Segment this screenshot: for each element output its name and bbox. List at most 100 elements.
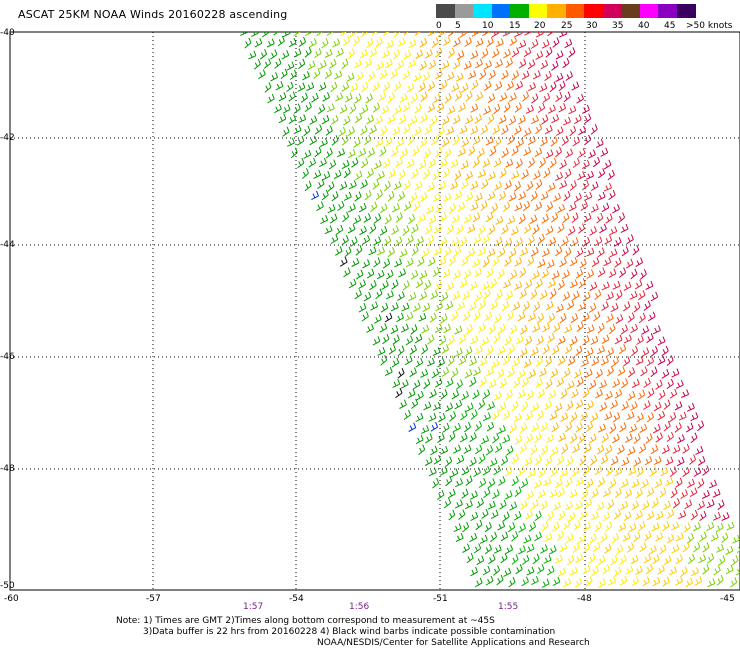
wind-barb [488, 224, 496, 236]
wind-barb [475, 519, 483, 531]
wind-barb [330, 234, 339, 244]
wind-barb [481, 179, 489, 190]
wind-barb [534, 510, 542, 522]
wind-barb [375, 288, 383, 299]
wind-barb [506, 80, 514, 91]
wind-barb [489, 146, 497, 157]
wind-barb [594, 465, 603, 476]
wind-barb [646, 356, 655, 367]
wind-barb [464, 369, 473, 379]
wind-barb [604, 391, 613, 400]
wind-barb [509, 324, 518, 335]
wind-barb [422, 302, 431, 312]
wind-barb [519, 422, 528, 433]
wind-barb [652, 554, 660, 565]
wind-barb [513, 413, 522, 423]
wind-barb [530, 346, 539, 356]
wind-barb [373, 213, 382, 224]
wind-barb [354, 93, 362, 104]
wind-barb [460, 410, 468, 421]
wind-barb [598, 555, 606, 566]
wind-barb [430, 135, 439, 146]
wind-barb [335, 47, 344, 58]
wind-barb [459, 236, 468, 247]
wind-barb [531, 93, 539, 104]
wind-barb [442, 422, 450, 433]
wind-barb [446, 224, 454, 235]
wind-barb [645, 563, 654, 575]
wind-barb [474, 113, 482, 124]
wind-barb [493, 544, 502, 554]
wind-barb [510, 226, 519, 236]
wind-barb [569, 256, 578, 267]
wind-barb [626, 542, 635, 553]
wind-barb [547, 312, 556, 324]
wind-barb [397, 345, 405, 357]
wind-barb [581, 312, 590, 322]
wind-barb [695, 445, 704, 455]
wind-barb [523, 127, 532, 137]
wind-barb [477, 323, 486, 333]
wind-barb [575, 268, 584, 279]
wind-barb [407, 388, 416, 399]
wind-barb [397, 37, 406, 47]
wind-barb [387, 92, 395, 103]
wind-barb [354, 113, 363, 124]
wind-barb [347, 48, 355, 59]
wind-barb [594, 521, 602, 532]
wind-barb [564, 343, 573, 355]
wind-barb [459, 278, 468, 288]
wind-barb [507, 522, 516, 533]
wind-barb [500, 531, 509, 542]
wind-barb [591, 257, 600, 268]
wind-barb [521, 169, 529, 180]
wind-barb [447, 335, 455, 346]
wind-barb [569, 125, 577, 137]
wind-barb [608, 576, 617, 586]
wind-barb [461, 179, 469, 190]
wind-barb [423, 168, 431, 180]
wind-barb [413, 126, 422, 136]
wind-barb [317, 179, 325, 190]
wind-barb [375, 37, 383, 48]
wind-barb [327, 204, 336, 214]
wind-barb [486, 36, 494, 48]
wind-barb [518, 39, 527, 49]
wind-barb [693, 542, 701, 553]
wind-barb [594, 289, 602, 301]
wind-barb [483, 105, 491, 115]
wind-barb [293, 48, 302, 58]
wind-barb [319, 138, 328, 147]
wind-barb [461, 256, 469, 267]
wind-barb [527, 59, 536, 70]
wind-barb [555, 126, 564, 136]
wind-barb [586, 478, 594, 489]
wind-barb [581, 159, 590, 169]
wind-barb [360, 125, 368, 136]
wind-barb [557, 203, 566, 213]
wind-barb [646, 487, 655, 498]
wind-barb [571, 388, 579, 399]
wind-barb [439, 466, 448, 476]
legend-swatch [510, 4, 529, 18]
wind-barb [477, 169, 486, 178]
wind-barb [352, 35, 360, 47]
wind-barb [481, 435, 490, 445]
wind-barb [509, 269, 518, 280]
wind-barb [518, 368, 526, 379]
wind-barb [334, 70, 343, 80]
wind-barb [674, 401, 683, 411]
wind-barb [433, 93, 441, 104]
wind-barb [730, 577, 738, 588]
wind-barb [522, 200, 531, 212]
wind-barb [650, 366, 658, 378]
wind-barb [391, 146, 399, 157]
wind-barb [666, 509, 675, 520]
wind-barb [248, 50, 257, 60]
wind-barb [639, 269, 647, 280]
wind-barb [485, 445, 494, 456]
wind-barb [450, 468, 459, 478]
wind-barb [550, 212, 559, 223]
wind-barb [597, 247, 605, 258]
wind-barb [470, 566, 478, 577]
